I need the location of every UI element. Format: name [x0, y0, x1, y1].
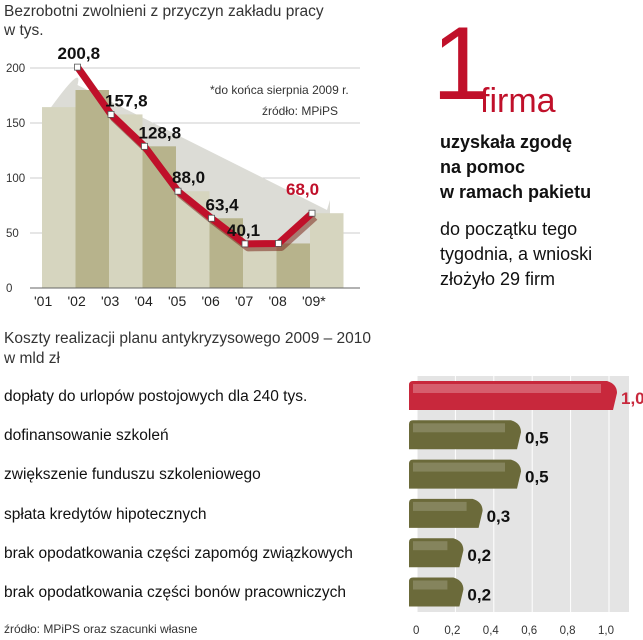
y-tick-label: 0: [6, 283, 12, 295]
chart1-title: Bezrobotni zwolnieni z przyczyn zakładu …: [4, 3, 324, 20]
x-tick-label: 0,6: [521, 625, 537, 637]
callout-word: firma: [480, 82, 556, 120]
x-tick-label: 0: [413, 625, 419, 637]
area-stripe: [310, 213, 344, 288]
callout-line-1: uzyskała zgodę: [440, 132, 573, 152]
bar-value-label: 0,5: [525, 468, 549, 487]
data-point: [275, 240, 282, 247]
bar-highlight: [413, 580, 448, 590]
data-point: [208, 214, 215, 222]
x-tick-label: '08: [269, 293, 287, 309]
y-tick-label: 150: [6, 118, 25, 130]
data-point: [241, 240, 249, 248]
x-tick-label: '09*: [302, 293, 326, 309]
bar-highlight: [413, 423, 505, 433]
data-label: 128,8: [139, 123, 182, 142]
x-tick-label: '03: [101, 293, 119, 309]
bar-highlight: [413, 501, 467, 511]
data-point: [107, 111, 115, 118]
bar: [409, 420, 521, 450]
chart1-source: źródło: MPiPS: [262, 104, 339, 118]
chart2-subtitle: w mld zł: [4, 350, 60, 367]
bar-highlight: [413, 541, 448, 551]
data-label: 63,4: [206, 195, 240, 214]
data-point: [174, 187, 182, 195]
series-line: [74, 65, 315, 248]
bar-label-1: dopłaty do urlopów postojowych dla 240 t…: [4, 388, 308, 405]
bar-label-4: spłata kredytów hipotecznych: [4, 506, 207, 523]
callout-line-6: złożyło 29 firm: [440, 269, 556, 289]
area-stripe: [42, 107, 76, 289]
bar-value-label: 0,3: [487, 507, 511, 526]
x-tick-label: '05: [168, 293, 186, 309]
bar-value-label: 0,2: [467, 586, 491, 605]
bar-highlight: [413, 384, 601, 393]
bar: [409, 498, 483, 528]
bar-label-3: zwiększenie funduszu szkoleniowego: [4, 466, 261, 483]
bar: [409, 577, 464, 607]
x-tick-label: '07: [235, 293, 253, 309]
data-point: [141, 142, 148, 150]
callout-number: 1: [432, 6, 490, 122]
bar-panel: [417, 376, 629, 612]
x-tick-label: '01: [34, 293, 52, 309]
x-tick-label: 0,4: [483, 625, 500, 637]
callout-line-5: tygodnia, a wnioski: [440, 244, 593, 264]
data-point: [308, 209, 316, 217]
area-stripe: [75, 90, 109, 288]
chart2-source: źródło: MPiPS oraz szacunki własne: [4, 622, 198, 636]
y-tick-label: 50: [6, 228, 19, 240]
bar-value-label: 0,2: [467, 546, 491, 565]
data-label: 157,8: [105, 91, 148, 110]
bar-label-2: dofinansowanie szkoleń: [4, 427, 169, 444]
data-label: 40,1: [227, 221, 260, 240]
bar-label-6: brak opodatkowania części bonów pracowni…: [4, 584, 347, 601]
callout-line-2: na pomoc: [440, 157, 526, 177]
data-label: 88,0: [172, 168, 205, 187]
data-label: 68,0: [286, 180, 319, 199]
x-tick-label: 0,2: [444, 625, 460, 637]
bar-label-5: brak opodatkowania części zapomóg związk…: [4, 545, 353, 562]
x-tick-label: 1,0: [598, 625, 614, 637]
bar: [409, 381, 617, 410]
bar-highlight: [413, 462, 505, 472]
callout-line-3: w ramach pakietu: [440, 182, 592, 202]
y-tick-label: 100: [6, 173, 25, 185]
bar: [409, 459, 521, 489]
chart1-subtitle: w tys.: [4, 22, 44, 39]
bar-value-label: 1,0: [621, 389, 643, 408]
y-tick-label: 200: [6, 63, 25, 75]
data-point: [74, 63, 81, 71]
data-label: 200,8: [58, 44, 101, 63]
callout-line-4: do początku tego: [440, 219, 578, 239]
bar-value-label: 0,5: [525, 428, 549, 447]
x-tick-label: '04: [135, 293, 153, 309]
chart1-note: *do końca sierpnia 2009 r.: [210, 83, 349, 97]
chart2-title: Koszty realizacji planu antykryzysowego …: [4, 330, 372, 347]
x-tick-label: '06: [202, 293, 220, 309]
bar: [409, 538, 464, 568]
x-tick-label: '02: [68, 293, 86, 309]
x-tick-label: 0,8: [560, 625, 576, 637]
